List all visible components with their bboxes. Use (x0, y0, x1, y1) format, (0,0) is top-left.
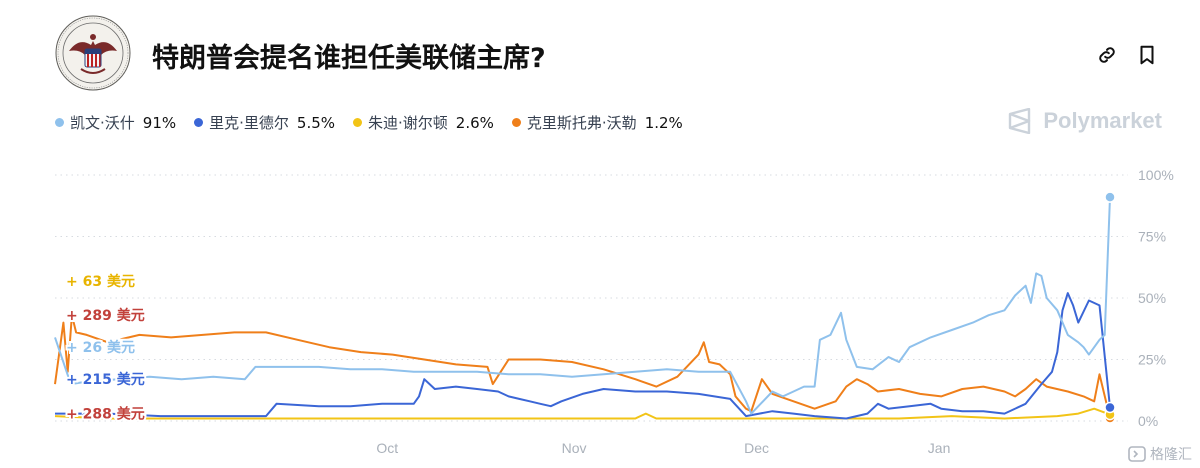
y-axis-ticks: 0% 25% 50% 75% 100% (1138, 167, 1174, 429)
legend-dot (55, 118, 64, 127)
legend-dot (194, 118, 204, 127)
page-title: 特朗普会提名谁担任美联储主席? (152, 43, 546, 74)
y-tick-label: 50% (1138, 290, 1166, 306)
series-line-2 (54, 407, 1111, 420)
bookmark-icon[interactable] (1134, 42, 1160, 68)
probability-line-chart: 0% 25% 50% 75% 100% Oct Nov Dec Jan + 63 美元 + 28… (54, 167, 1174, 456)
header-actions (1094, 42, 1160, 68)
polymarket-icon (1009, 108, 1031, 134)
legend-value: 91% (142, 113, 177, 132)
legend-value: 5.5% (296, 113, 336, 132)
left-annotations: + 63 美元 + 289 美元 + 26 美元 + 215 美元 + 288 美元 (64, 271, 147, 425)
left-annotation: + 63 美元 (66, 273, 135, 290)
x-axis-ticks: Oct Nov Dec Jan (376, 440, 950, 456)
watermark: 格隆汇 (1128, 444, 1192, 464)
series-line-1 (55, 292, 1111, 420)
left-annotation: + 215 美元 (66, 371, 145, 388)
y-tick-label: 25% (1138, 352, 1166, 368)
left-annotation: + 26 美元 (66, 339, 135, 356)
polymarket-brand: Polymarket (1007, 108, 1162, 134)
legend-dot (353, 118, 363, 127)
federal-reserve-seal-logo (55, 15, 131, 91)
chart-grid (55, 174, 1128, 422)
legend-item-rieder[interactable]: 里克·里德尔 5.5% (194, 112, 335, 133)
legend-label: 里克·里德尔 (209, 114, 289, 132)
y-tick-label: 100% (1138, 167, 1174, 183)
brand-name: Polymarket (1043, 108, 1162, 133)
legend-label: 克里斯托弗·沃勒 (526, 114, 637, 132)
y-tick-label: 75% (1138, 229, 1166, 245)
left-annotation: + 289 美元 (66, 307, 145, 324)
series-end-dot (1104, 191, 1116, 203)
chart-legend: 凯文·沃什 91% 里克·里德尔 5.5% 朱迪·谢尔顿 2.6% 克里斯托弗·… (55, 112, 683, 133)
series-end-dots (1104, 191, 1116, 424)
x-tick-label: Nov (562, 440, 587, 456)
series-line-3 (54, 314, 1111, 419)
legend-item-warsh[interactable]: 凯文·沃什 91% (55, 112, 176, 133)
legend-label: 凯文·沃什 (70, 114, 135, 132)
left-annotation: + 288 美元 (66, 406, 145, 423)
legend-label: 朱迪·谢尔顿 (368, 114, 448, 132)
legend-value: 1.2% (644, 113, 683, 132)
watermark-text: 格隆汇 (1150, 447, 1192, 463)
y-tick-label: 0% (1138, 413, 1158, 429)
link-icon[interactable] (1094, 42, 1120, 68)
legend-dot (511, 118, 521, 127)
legend-value: 2.6% (455, 113, 494, 132)
legend-item-waller[interactable]: 克里斯托弗·沃勒 1.2% (511, 112, 683, 133)
x-tick-label: Dec (744, 440, 769, 456)
legend-item-shelton[interactable]: 朱迪·谢尔顿 2.6% (353, 112, 494, 133)
series-line-0 (54, 197, 1111, 415)
watermark-icon (1128, 446, 1146, 462)
series-end-dot (1104, 401, 1116, 414)
x-tick-label: Jan (928, 440, 951, 456)
x-tick-label: Oct (376, 440, 398, 456)
series-lines (54, 197, 1111, 420)
